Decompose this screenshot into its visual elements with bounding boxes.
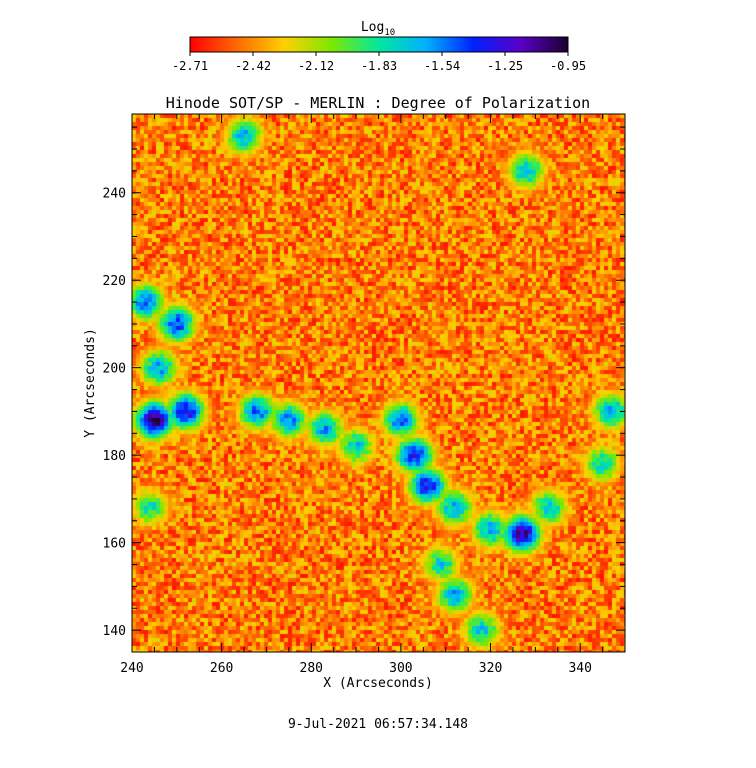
- x-tick-label: 320: [479, 661, 502, 676]
- heatmap-image: [132, 114, 625, 652]
- y-tick-label: 140: [103, 624, 126, 639]
- y-axis: 140 160 180 200 220 240: [103, 126, 625, 653]
- y-axis-label: Y (Arcseconds): [83, 328, 98, 438]
- x-tick-label: 280: [300, 661, 323, 676]
- colorbar-tick-label: -1.54: [424, 59, 460, 73]
- y-tick-label: 240: [103, 187, 126, 202]
- y-tick-label: 220: [103, 274, 126, 289]
- y-tick-label: 200: [103, 362, 126, 377]
- x-axis: 240 260 280 300 320 340: [120, 114, 626, 676]
- y-tick-label: 180: [103, 449, 126, 464]
- timestamp: 9-Jul-2021 06:57:34.148: [288, 717, 468, 732]
- colorbar-tick-label: -0.95: [550, 59, 586, 73]
- colorbar-gradient: [189, 36, 569, 53]
- colorbar-tick-label: -2.12: [298, 59, 334, 73]
- colorbar-tick-label: -2.71: [172, 59, 208, 73]
- plot-area: [131, 113, 626, 653]
- x-tick-label: 340: [568, 661, 591, 676]
- colorbar-tick-label: -1.83: [361, 59, 397, 73]
- colorbar-tick-label: -1.25: [487, 59, 523, 73]
- colorbar-tick-label: -2.42: [235, 59, 271, 73]
- x-tick-label: 260: [210, 661, 233, 676]
- colorbar-label: Log10: [361, 20, 395, 38]
- chart-title: Hinode SOT/SP - MERLIN : Degree of Polar…: [166, 94, 590, 112]
- colorbar-ticks: -2.71 -2.42 -2.12 -1.83 -1.54 -1.25 -0.95: [172, 52, 586, 73]
- x-tick-label: 300: [389, 661, 412, 676]
- y-tick-label: 160: [103, 537, 126, 552]
- x-axis-label: X (Arcseconds): [323, 676, 433, 691]
- colorbar: Log10 -2.71 -2.42 -2.12 -1.83 -1.54 -1.25 -0.9…: [172, 20, 586, 73]
- x-tick-label: 240: [120, 661, 143, 676]
